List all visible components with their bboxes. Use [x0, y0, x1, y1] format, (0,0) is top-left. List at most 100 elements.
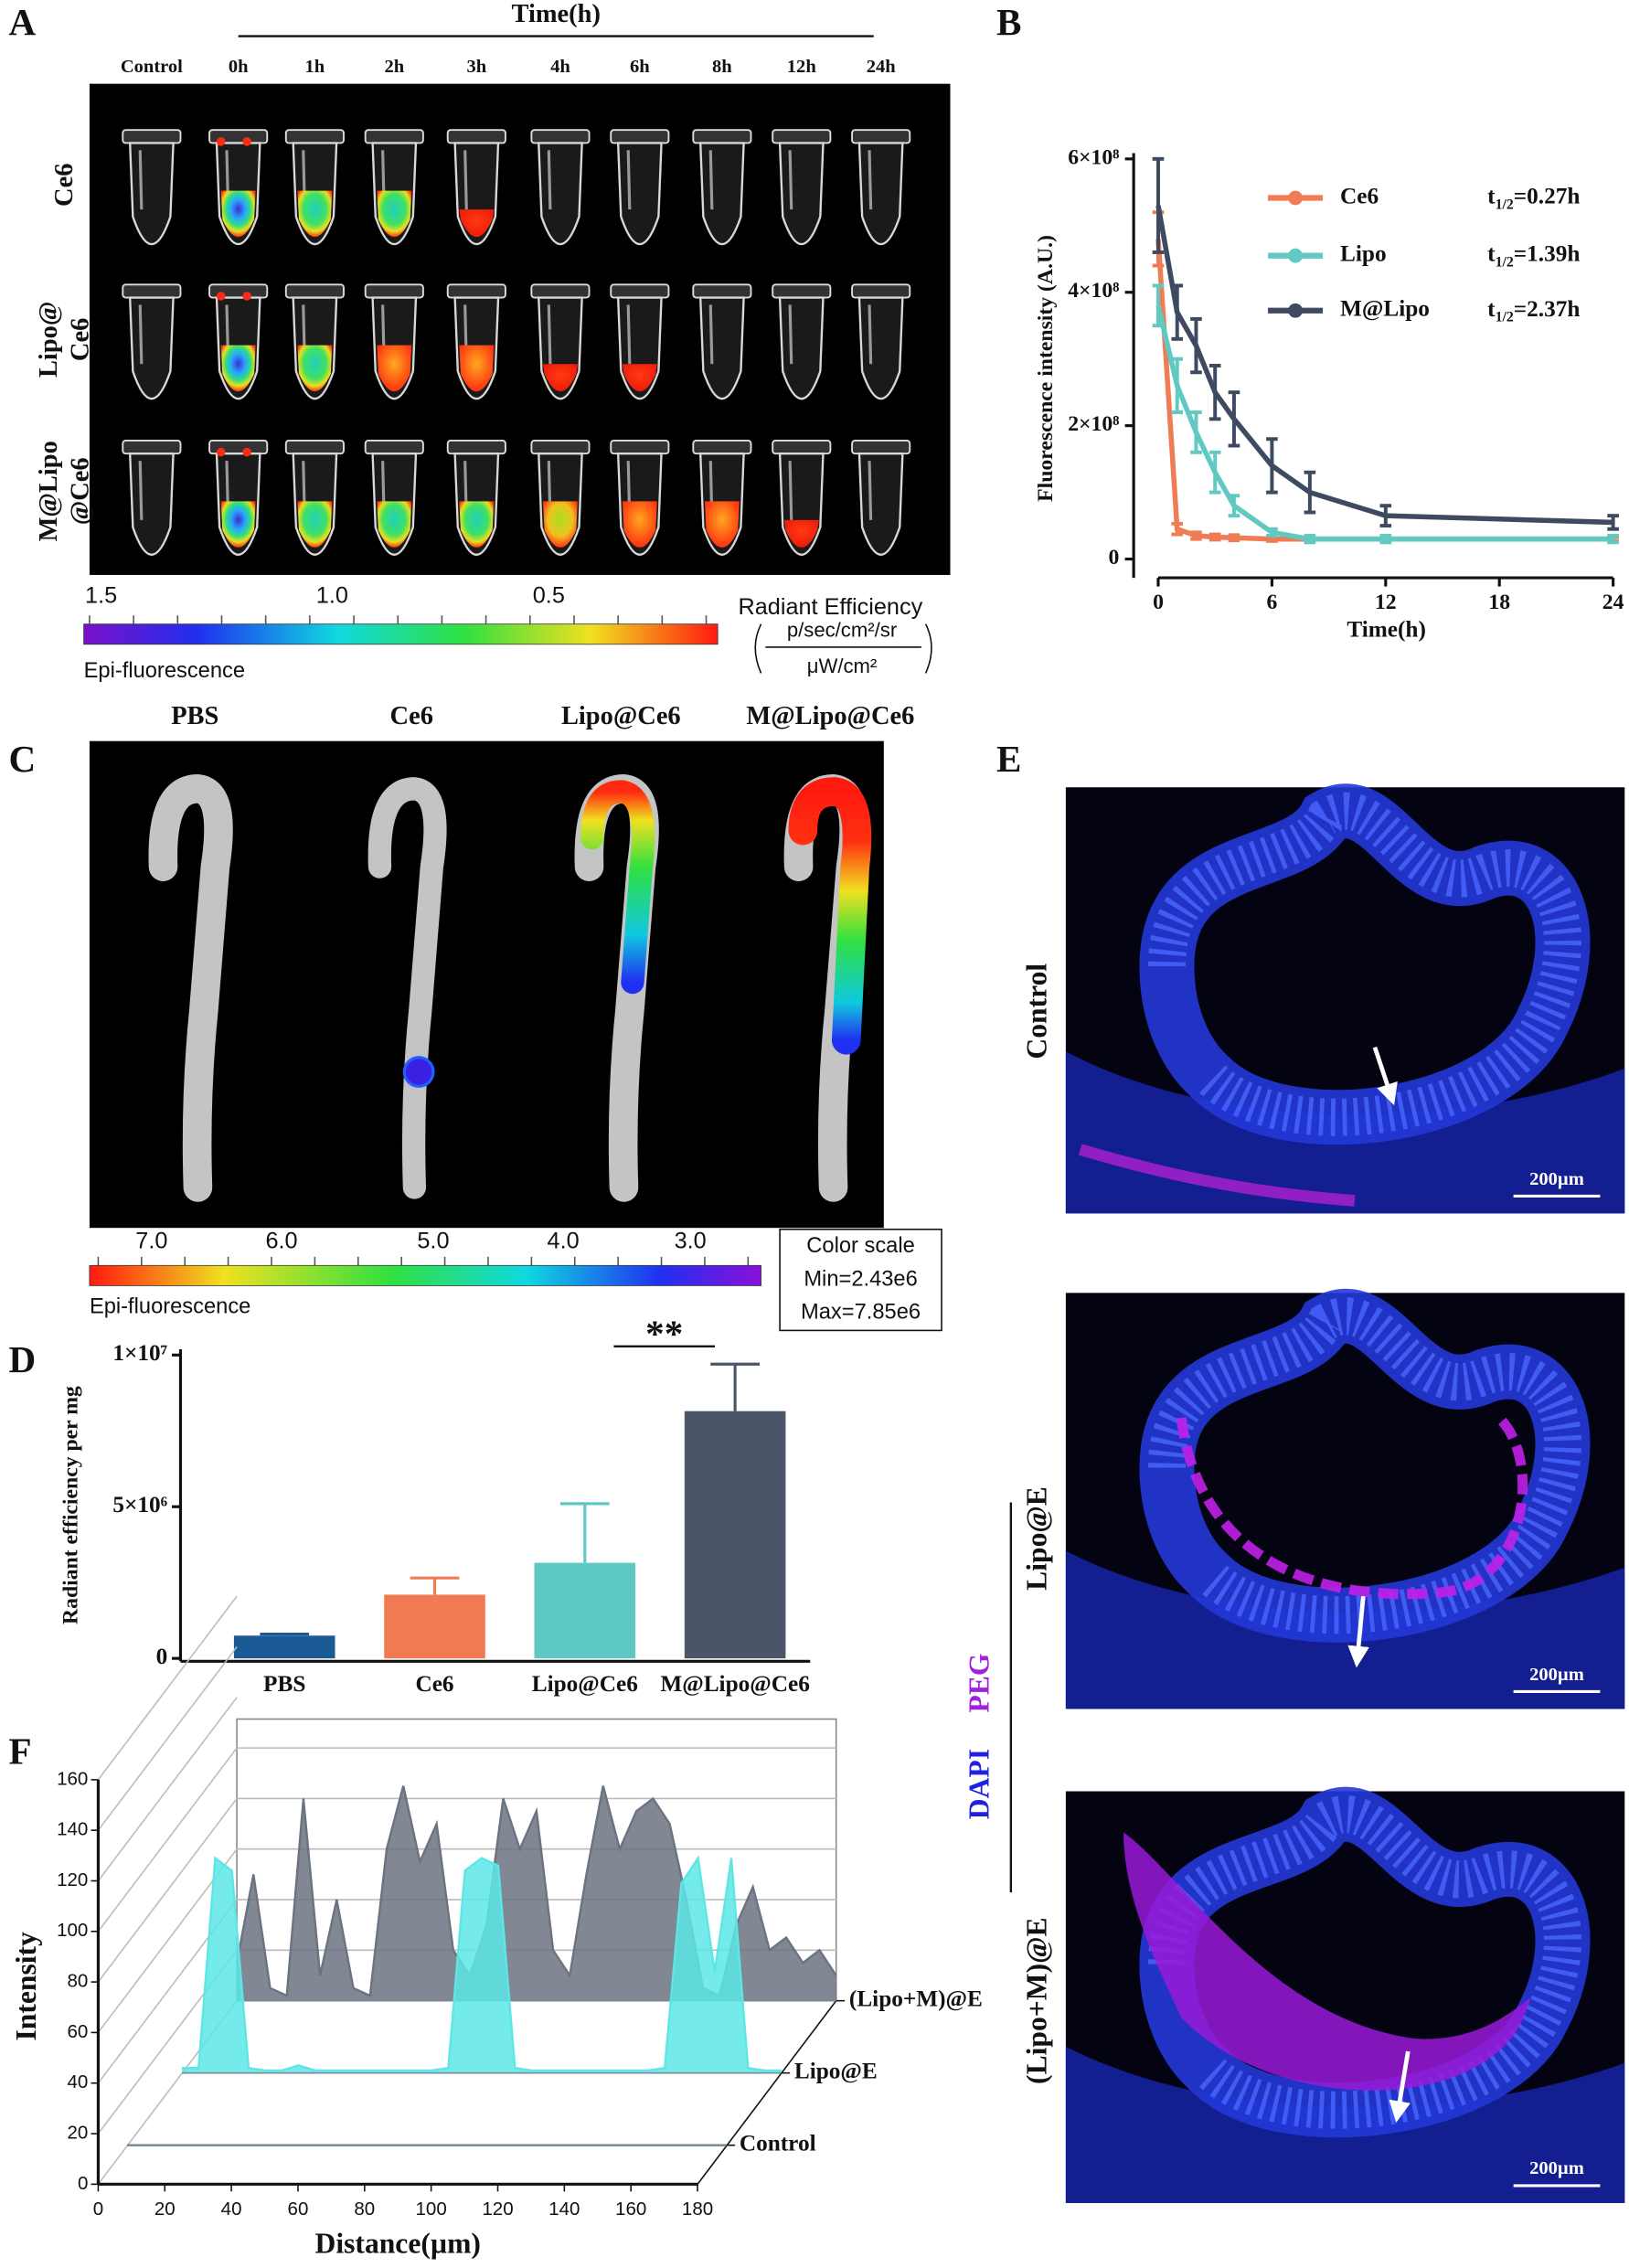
tube-cap: [692, 440, 752, 455]
micrograph: 200µm: [1065, 783, 1625, 1214]
y-tick-label: 140: [57, 1819, 88, 1840]
tube-signal: [377, 190, 412, 238]
column-label: 6h: [630, 57, 650, 77]
tube-signal: [459, 345, 495, 392]
tube-signal: [543, 501, 578, 548]
x-axis-label: Time(h): [1347, 616, 1426, 642]
color-bar-label: 7.0: [135, 1229, 167, 1254]
paren: [754, 623, 762, 674]
depth-edge: [697, 2000, 837, 2185]
series-line: [182, 1855, 782, 2072]
tube-signal: [622, 364, 657, 392]
scale-bar-label: 200µm: [1529, 1169, 1584, 1189]
tube-cap: [284, 283, 345, 299]
x-tick-label: 60: [288, 2199, 309, 2220]
micrograph: 200µm: [1065, 1786, 1625, 2203]
row-label: Lipo@E: [1021, 1486, 1053, 1591]
row-label: M@Lipo: [35, 441, 63, 541]
tube-highlight: [463, 150, 468, 210]
half-life-subscript: 1/2: [1496, 309, 1514, 325]
x-tick-label: 0: [93, 2199, 103, 2220]
bone-signal: [580, 780, 655, 995]
legend-marker: [1288, 303, 1303, 318]
legend-label: M@Lipo: [1340, 296, 1430, 322]
tube-cap: [122, 283, 182, 299]
scale-unit-denominator: μW/cm²: [807, 655, 878, 677]
arrow: [1347, 1595, 1369, 1668]
x-tick-label: 180: [682, 2199, 713, 2220]
x-tick-label: 160: [615, 2199, 646, 2220]
tube-cap: [446, 283, 506, 299]
half-life-symbol: t: [1487, 240, 1496, 266]
scale-bar-label: 200µm: [1529, 1665, 1584, 1685]
row-label: Ce6: [67, 318, 95, 361]
color-bar-label: 3.0: [675, 1229, 707, 1254]
tube-signal: [297, 345, 333, 392]
tube-signal: [543, 364, 578, 392]
tube-highlight: [138, 150, 144, 210]
tube-dot: [216, 447, 226, 457]
y-tick-label: 120: [57, 1869, 88, 1890]
x-tick-label: Ce6: [415, 1671, 453, 1697]
tube-cap: [530, 283, 591, 299]
scale-box-text: Min=2.43e6: [804, 1267, 917, 1291]
half-life-symbol: t: [1487, 296, 1496, 322]
nuclei: [1147, 792, 1581, 1136]
tube-signal: [220, 501, 256, 548]
panel-label: F: [8, 1730, 31, 1772]
y-tick-label: 0: [78, 2173, 88, 2194]
tube-highlight: [138, 304, 144, 365]
peg-signal: [1078, 1144, 1356, 1207]
series-label: Lipo@E: [794, 2058, 878, 2083]
tube-highlight: [138, 461, 144, 520]
tube-cap: [284, 440, 345, 455]
area-shade: [182, 1858, 782, 2073]
bone: [148, 774, 233, 1202]
x-tick-label: 18: [1488, 591, 1510, 614]
peg-signal: [1176, 1413, 1528, 1600]
tube-cap: [851, 283, 911, 299]
column-label: 12h: [787, 57, 817, 77]
y-tick-label: 20: [68, 2122, 89, 2143]
x-tick-label: 12: [1375, 591, 1397, 614]
micrograph: 200µm: [1065, 1288, 1625, 1709]
tube-signal: [377, 501, 412, 548]
tube-cap: [610, 283, 670, 299]
row-label: Lipo@: [35, 302, 63, 378]
nuclei: [1147, 1795, 1581, 2129]
scale-bar-label: 200µm: [1529, 2158, 1584, 2178]
group-label: Lipo@Ce6: [561, 702, 681, 730]
color-bar-label: 1.0: [316, 582, 348, 608]
y-tick-label: 2×10⁸: [1068, 412, 1119, 436]
x-tick-label: M@Lipo@Ce6: [660, 1671, 809, 1697]
tube-signal: [297, 501, 333, 548]
tube-highlight: [868, 150, 873, 210]
group-label: M@Lipo@Ce6: [746, 702, 914, 730]
time-axis-title: Time(h): [512, 0, 601, 28]
tube-cap: [446, 129, 506, 144]
tube-highlight: [788, 304, 793, 365]
tube-dot: [242, 292, 251, 301]
tube-highlight: [788, 150, 793, 210]
tube-cap: [364, 283, 424, 299]
scale-label: Epi-fluorescence: [90, 1294, 250, 1318]
tube-signal: [704, 501, 740, 548]
tube-cap: [530, 129, 591, 144]
tube-cap: [122, 440, 182, 455]
tube-highlight: [708, 150, 714, 210]
tube-highlight: [547, 304, 552, 365]
tube-highlight: [708, 304, 714, 365]
bone-signal: [402, 1056, 435, 1088]
peg-signal: [1123, 1832, 1531, 2091]
tube-cap: [610, 129, 670, 144]
column-label: 3h: [466, 57, 486, 77]
tube-cap: [610, 440, 670, 455]
series-label: (Lipo+M)@E: [849, 1986, 983, 2011]
tube-cap: [284, 129, 345, 144]
half-life-subscript: 1/2: [1496, 254, 1514, 270]
tube-signal: [220, 190, 256, 238]
tube-highlight: [868, 461, 873, 520]
color-bar-label: 5.0: [417, 1229, 449, 1254]
y-tick-label: 4×10⁸: [1068, 279, 1119, 303]
tube-highlight: [868, 304, 873, 365]
